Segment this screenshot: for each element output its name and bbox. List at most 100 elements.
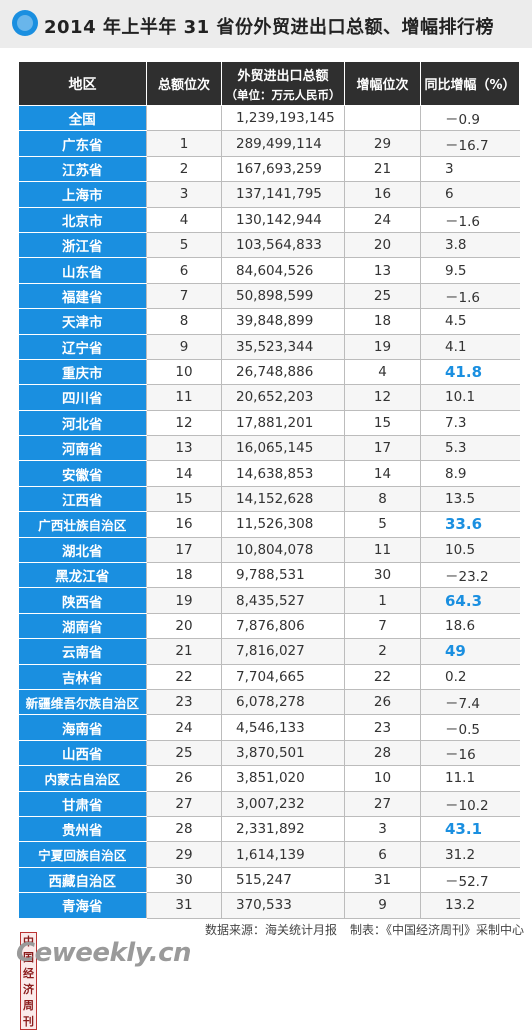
total-rank-cell: 15 [146,486,222,513]
region-cell: 广西壮族自治区 [18,511,147,538]
growth-rate-cell: －0.9 [420,105,520,132]
growth-rank-cell: 12 [344,384,421,411]
table-row: 全国 1,239,193,145 －0.9 [18,105,520,132]
growth-rank-cell [344,105,421,132]
header-total-value: 外贸进出口总额 （单位：万元人民币） [221,61,345,106]
growth-rate-cell: 64.3 [420,587,520,614]
total-value-cell: 39,848,899 [221,308,345,335]
region-cell: 江苏省 [18,156,147,183]
growth-rank-cell: 15 [344,410,421,437]
region-cell: 福建省 [18,283,147,310]
total-value-cell: 130,142,944 [221,207,345,233]
region-cell: 青海省 [18,892,147,919]
growth-rate-cell: －7.4 [420,689,520,716]
region-cell: 江西省 [18,486,147,513]
total-rank-cell: 18 [146,562,222,589]
growth-rate-cell: －23.2 [420,562,520,589]
growth-rate-cell: －16.7 [420,130,520,157]
growth-rate-cell: 3 [420,156,520,183]
table-row: 山西省 25 3,870,501 28 －16 [18,740,520,767]
table-maker: 制表：《中国经济周刊》采制中心 [350,923,525,937]
growth-rate-cell: 31.2 [420,841,520,868]
total-value-cell: 1,614,139 [221,841,345,868]
region-cell: 甘肃省 [18,791,147,817]
region-cell: 西藏自治区 [18,867,147,894]
total-value-cell: 84,604,526 [221,257,345,284]
total-value-cell: 10,804,078 [221,537,345,564]
growth-rate-cell: 18.6 [420,613,520,640]
growth-rate-cell: 33.6 [420,511,520,538]
growth-rank-cell: 29 [344,130,421,157]
header-region: 地区 [18,61,147,106]
total-rank-cell: 26 [146,765,222,792]
header-total-unit: （单位：万元人民币） [225,87,341,102]
table-row: 山东省 6 84,604,526 13 9.5 [18,257,520,284]
growth-rank-cell: 11 [344,537,421,564]
region-cell: 四川省 [18,384,147,411]
total-rank-cell: 29 [146,841,222,868]
region-cell: 内蒙古自治区 [18,765,147,792]
table-row: 江苏省 2 167,693,259 21 3 [18,156,520,183]
total-value-cell: 9,788,531 [221,562,345,589]
total-value-cell: 35,523,344 [221,334,345,360]
region-cell: 广东省 [18,130,147,157]
total-value-cell: 16,065,145 [221,435,345,462]
growth-rank-cell: 4 [344,359,421,386]
data-source: 数据来源：海关统计月报 [205,923,338,937]
total-value-cell: 14,638,853 [221,460,345,487]
table-row: 甘肃省 27 3,007,232 27 －10.2 [18,791,520,817]
region-cell: 上海市 [18,181,147,208]
growth-rate-cell: 13.5 [420,486,520,513]
total-rank-cell: 22 [146,664,222,690]
region-cell: 湖北省 [18,537,147,564]
growth-rank-cell: 31 [344,867,421,894]
region-cell: 安徽省 [18,460,147,487]
growth-rank-cell: 1 [344,587,421,614]
header-growth-rank: 增幅位次 [344,61,421,106]
total-value-cell: 8,435,527 [221,587,345,614]
table-row: 辽宁省 9 35,523,344 19 4.1 [18,334,520,360]
growth-rate-cell: 7.3 [420,410,520,437]
table-row: 上海市 3 137,141,795 16 6 [18,181,520,208]
growth-rank-cell: 2 [344,638,421,665]
total-value-cell: 1,239,193,145 [221,105,345,132]
table-row: 安徽省 14 14,638,853 14 8.9 [18,460,520,487]
growth-rate-cell: 9.5 [420,257,520,284]
total-rank-cell: 12 [146,410,222,437]
total-value-cell: 7,876,806 [221,613,345,640]
growth-rank-cell: 6 [344,841,421,868]
table-row: 北京市 4 130,142,944 24 －1.6 [18,207,520,233]
total-rank-cell: 13 [146,435,222,462]
region-cell: 天津市 [18,308,147,335]
table-row: 云南省 21 7,816,027 2 49 [18,638,520,665]
table-row: 湖北省 17 10,804,078 11 10.5 [18,537,520,564]
growth-rate-cell: 13.2 [420,892,520,919]
total-rank-cell: 27 [146,791,222,817]
region-cell: 重庆市 [18,359,147,386]
total-value-cell: 167,693,259 [221,156,345,183]
growth-rank-cell: 18 [344,308,421,335]
growth-rank-cell: 14 [344,460,421,487]
region-cell: 黑龙江省 [18,562,147,589]
region-cell: 云南省 [18,638,147,665]
total-rank-cell: 7 [146,283,222,310]
total-rank-cell: 8 [146,308,222,335]
region-cell: 湖南省 [18,613,147,640]
chart-title: 2014 年上半年 31 省份外贸进出口总额、增幅排行榜 [44,17,494,38]
total-rank-cell: 30 [146,867,222,894]
growth-rank-cell: 25 [344,283,421,310]
total-rank-cell: 2 [146,156,222,183]
region-cell: 辽宁省 [18,334,147,360]
growth-rate-cell: －52.7 [420,867,520,894]
growth-rank-cell: 10 [344,765,421,792]
growth-rank-cell: 28 [344,740,421,767]
total-value-cell: 515,247 [221,867,345,894]
growth-rank-cell: 19 [344,334,421,360]
total-value-cell: 137,141,795 [221,181,345,208]
growth-rate-cell: 43.1 [420,816,520,843]
growth-rate-cell: －1.6 [420,283,520,310]
total-value-cell: 4,546,133 [221,714,345,741]
total-rank-cell: 24 [146,714,222,741]
total-rank-cell: 6 [146,257,222,284]
table-row: 海南省 24 4,546,133 23 －0.5 [18,714,520,741]
